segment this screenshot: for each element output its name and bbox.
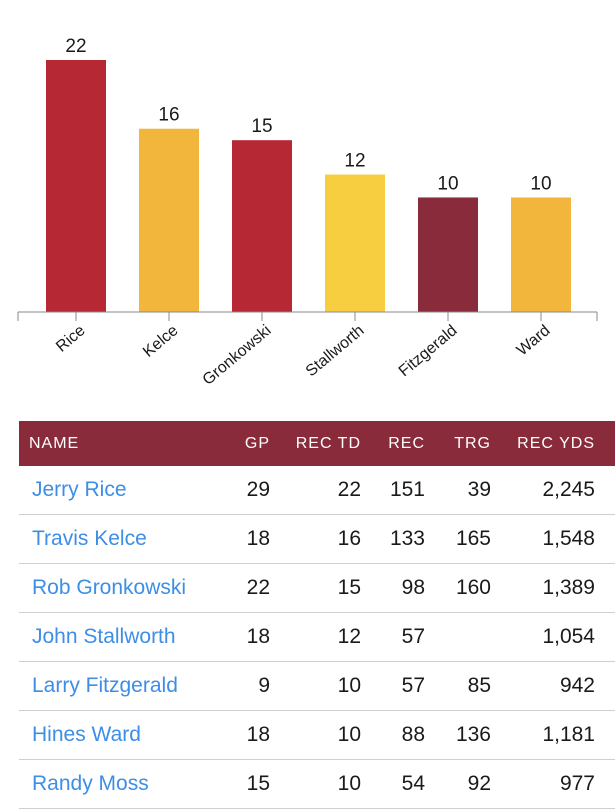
cell-rec-td: 15 bbox=[270, 563, 361, 613]
data-label-ward: 10 bbox=[530, 173, 551, 194]
table-row[interactable]: Hines Ward 18 10 88 136 1,181 bbox=[19, 710, 615, 760]
cell-trg: 165 bbox=[425, 514, 491, 564]
cell-rec-yds: 1,054 bbox=[491, 612, 595, 662]
bar-chart-svg: 22 Rice 16 Kelce 15 Gronkowski 12 Stallworth 10 F… bbox=[17, 36, 598, 389]
cell-rec-td: 10 bbox=[270, 710, 361, 760]
cell-gp: 18 bbox=[219, 514, 270, 564]
cell-gp: 18 bbox=[219, 612, 270, 662]
cell-overflow bbox=[595, 661, 615, 711]
bar-stallworth[interactable] bbox=[325, 174, 385, 312]
bar-gronkowski[interactable] bbox=[232, 140, 292, 312]
data-label-fitzgerald: 10 bbox=[437, 173, 458, 194]
cell-overflow bbox=[595, 514, 615, 564]
column-header-gp[interactable]: GP bbox=[219, 421, 270, 466]
bar-rice[interactable] bbox=[46, 60, 106, 312]
cell-overflow bbox=[595, 466, 615, 515]
x-tick-label-rice: Rice bbox=[53, 322, 89, 356]
cell-rec: 151 bbox=[361, 466, 425, 515]
bar-kelce[interactable] bbox=[139, 128, 199, 312]
column-header-rec-yds[interactable]: REC YDS bbox=[491, 421, 595, 466]
cell-trg: 39 bbox=[425, 466, 491, 515]
cell-gp: 29 bbox=[219, 466, 270, 515]
x-tick-label-ward: Ward bbox=[514, 322, 554, 359]
cell-rec-td: 12 bbox=[270, 612, 361, 662]
data-label-stallworth: 12 bbox=[344, 151, 365, 172]
cell-rec: 88 bbox=[361, 710, 425, 760]
stats-table: NAME GP REC TD REC TRG REC YDS Jerry Ric… bbox=[19, 421, 615, 809]
cell-gp: 15 bbox=[219, 759, 270, 809]
table-row[interactable]: Randy Moss 15 10 54 92 977 bbox=[19, 759, 615, 809]
column-header-rec[interactable]: REC bbox=[361, 421, 425, 466]
player-name-link[interactable]: John Stallworth bbox=[19, 612, 219, 662]
table-row[interactable]: Larry Fitzgerald 9 10 57 85 942 bbox=[19, 661, 615, 711]
cell-rec-yds: 1,548 bbox=[491, 514, 595, 564]
cell-gp: 18 bbox=[219, 710, 270, 760]
table-row[interactable]: Travis Kelce 18 16 133 165 1,548 bbox=[19, 514, 615, 564]
player-name-link[interactable]: Rob Gronkowski bbox=[19, 563, 219, 613]
cell-rec-td: 10 bbox=[270, 759, 361, 809]
bar-chart: 22 Rice 16 Kelce 15 Gronkowski 12 Stallworth 10 F… bbox=[0, 0, 615, 400]
cell-trg: 160 bbox=[425, 563, 491, 613]
data-label-gronkowski: 15 bbox=[251, 116, 272, 137]
table-row[interactable]: John Stallworth 18 12 57 1,054 bbox=[19, 612, 615, 662]
cell-rec: 57 bbox=[361, 661, 425, 711]
x-tick-label-gronkowski: Gronkowski bbox=[200, 322, 275, 389]
player-name-link[interactable]: Larry Fitzgerald bbox=[19, 661, 219, 711]
column-header-trg[interactable]: TRG bbox=[425, 421, 491, 466]
bar-ward[interactable] bbox=[511, 197, 571, 312]
cell-rec: 133 bbox=[361, 514, 425, 564]
column-header-overflow bbox=[595, 421, 615, 466]
table-body: Jerry Rice 29 22 151 39 2,245 Travis Kelce 18 16… bbox=[19, 466, 615, 809]
bar-fitzgerald[interactable] bbox=[418, 197, 478, 312]
cell-trg: 136 bbox=[425, 710, 491, 760]
cell-gp: 22 bbox=[219, 563, 270, 613]
cell-rec-td: 10 bbox=[270, 661, 361, 711]
table-row[interactable]: Jerry Rice 29 22 151 39 2,245 bbox=[19, 466, 615, 515]
cell-trg: 92 bbox=[425, 759, 491, 809]
cell-rec-td: 16 bbox=[270, 514, 361, 564]
player-name-link[interactable]: Hines Ward bbox=[19, 710, 219, 760]
column-header-rec-td[interactable]: REC TD bbox=[270, 421, 361, 466]
table-row[interactable]: Rob Gronkowski 22 15 98 160 1,389 bbox=[19, 563, 615, 613]
x-tick-label-stallworth: Stallworth bbox=[303, 322, 368, 380]
player-name-link[interactable]: Randy Moss bbox=[19, 759, 219, 809]
cell-gp: 9 bbox=[219, 661, 270, 711]
cell-rec-yds: 1,389 bbox=[491, 563, 595, 613]
cell-rec: 54 bbox=[361, 759, 425, 809]
cell-rec-yds: 942 bbox=[491, 661, 595, 711]
cell-overflow bbox=[595, 612, 615, 662]
player-name-link[interactable]: Jerry Rice bbox=[19, 466, 219, 515]
x-tick-label-fitzgerald: Fitzgerald bbox=[396, 322, 461, 380]
cell-overflow bbox=[595, 563, 615, 613]
cell-rec-yds: 977 bbox=[491, 759, 595, 809]
data-label-rice: 22 bbox=[65, 36, 86, 57]
cell-rec: 57 bbox=[361, 612, 425, 662]
cell-rec: 98 bbox=[361, 563, 425, 613]
cell-trg: 85 bbox=[425, 661, 491, 711]
column-header-name[interactable]: NAME bbox=[19, 421, 219, 466]
cell-overflow bbox=[595, 710, 615, 760]
x-tick-label-kelce: Kelce bbox=[140, 322, 182, 361]
cell-trg bbox=[425, 612, 491, 662]
cell-rec-td: 22 bbox=[270, 466, 361, 515]
cell-rec-yds: 2,245 bbox=[491, 466, 595, 515]
data-label-kelce: 16 bbox=[158, 105, 179, 126]
table-header: NAME GP REC TD REC TRG REC YDS bbox=[19, 421, 615, 466]
cell-overflow bbox=[595, 759, 615, 809]
player-name-link[interactable]: Travis Kelce bbox=[19, 514, 219, 564]
cell-rec-yds: 1,181 bbox=[491, 710, 595, 760]
